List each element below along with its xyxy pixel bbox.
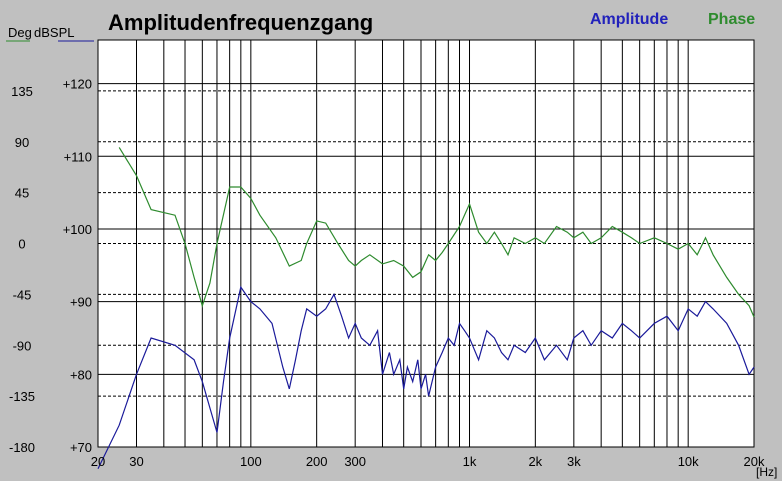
legend-phase: Phase xyxy=(708,11,755,28)
phase-tick-label: -180 xyxy=(9,440,35,455)
right-axis-label: dBSPL xyxy=(34,25,74,40)
phase-tick-label: 45 xyxy=(15,186,29,201)
x-tick-label: 100 xyxy=(240,454,262,469)
x-tick-label: 30 xyxy=(129,454,143,469)
phase-tick-label: 135 xyxy=(11,84,33,99)
spl-tick-label: +120 xyxy=(63,77,92,92)
x-tick-label: 1k xyxy=(463,454,477,469)
phase-tick-label: 0 xyxy=(18,237,25,252)
x-tick-label: 2k xyxy=(528,454,542,469)
chart-title: Amplitudenfrequenzgang xyxy=(108,10,373,35)
phase-tick-label: -135 xyxy=(9,389,35,404)
x-tick-label: 20k xyxy=(744,454,765,469)
series-lines xyxy=(97,147,755,470)
spl-tick-label: +90 xyxy=(70,295,92,310)
left-axis-label: Deg xyxy=(8,25,32,40)
x-tick-label: 200 xyxy=(306,454,328,469)
spl-axis-ticks: +120 +110 +100 +90 +80 +70 xyxy=(63,77,92,455)
legend-amplitude: Amplitude xyxy=(590,11,668,28)
phase-tick-label: 90 xyxy=(15,135,29,150)
spl-tick-label: +80 xyxy=(70,367,92,382)
spl-tick-label: +70 xyxy=(70,440,92,455)
x-tick-label: 20 xyxy=(91,454,105,469)
spl-tick-label: +110 xyxy=(64,149,92,164)
phase-tick-label: -45 xyxy=(13,287,32,302)
grid xyxy=(98,40,754,447)
spl-tick-label: +100 xyxy=(63,222,92,237)
x-tick-label: 10k xyxy=(678,454,699,469)
x-tick-label: 3k xyxy=(567,454,581,469)
phase-tick-label: -90 xyxy=(13,338,32,353)
series-line-amplitude xyxy=(97,285,755,470)
phase-axis-ticks: 135 90 45 0 -45 -90 -135 -180 xyxy=(9,84,35,455)
x-axis-ticks: 20 30 100 200 300 1k 2k 3k 10k 20k xyxy=(91,454,765,469)
series-line-phase xyxy=(118,147,755,318)
x-tick-label: 300 xyxy=(344,454,366,469)
x-unit-label: [Hz] xyxy=(756,465,777,479)
